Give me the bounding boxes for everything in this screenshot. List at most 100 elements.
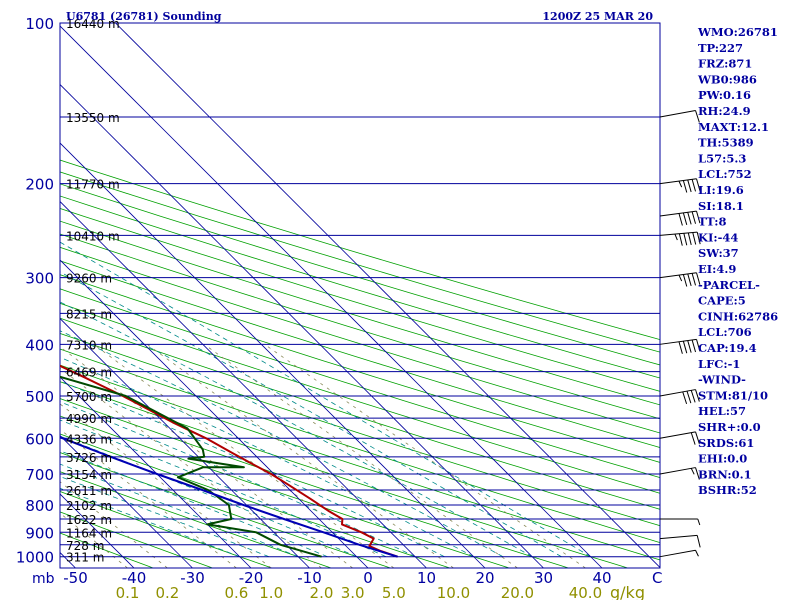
mixing-ratio-tick-label: 0.2 (155, 584, 179, 600)
moist-adiabat-line (60, 435, 357, 558)
height-label: 9260 m (66, 272, 112, 286)
wind-barb-staff (659, 231, 698, 236)
dry-adiabat-line (60, 183, 660, 366)
mixing-ratio-tick-label: 0.6 (224, 584, 248, 600)
mixing-ratio-tick-label: 10.0 (437, 584, 470, 600)
wind-barb-flag (690, 390, 696, 403)
mixing-ratio-line (203, 343, 518, 568)
isotherm-line (115, 23, 660, 568)
wind-barb-flag (687, 273, 692, 287)
isotherm-line (60, 434, 193, 568)
index-item: CAP:19.4 (698, 341, 757, 355)
temperature-tick-label: 20 (475, 569, 494, 587)
moist-adiabat-line (60, 476, 270, 558)
temperature-tick-label: -50 (63, 569, 88, 587)
mixing-ratio-tick-label: 5.0 (382, 584, 406, 600)
wind-barb-flag (692, 232, 697, 245)
wind-barb-flag (696, 535, 701, 548)
dry-adiabat-line (60, 220, 660, 406)
wind-barb (659, 210, 701, 226)
wind-barb-flag (696, 178, 701, 191)
index-item: TH:5389 (698, 136, 754, 150)
pressure-tick-label: 700 (25, 466, 54, 484)
wind-barb-flag (686, 390, 692, 404)
temperature-tick-label: 40 (592, 569, 611, 587)
wind-barb-flag (691, 211, 697, 224)
index-item: SRDS:61 (698, 436, 754, 450)
temperature-tick-label: -10 (297, 569, 322, 587)
height-label: 13550 m (66, 111, 120, 125)
temperature-tick-label: -40 (122, 569, 147, 587)
pressure-tick-label: 1000 (16, 549, 54, 567)
wind-barb-flag (674, 233, 678, 241)
wind-barb-flag (695, 431, 700, 444)
height-label: 1164 m (66, 526, 112, 540)
wind-barb-flag (678, 233, 683, 246)
height-label: 3154 m (66, 468, 112, 482)
moist-adiabat-line (60, 380, 445, 558)
dry-adiabat-line (60, 302, 660, 494)
dry-adiabat-line (60, 364, 660, 561)
plot-frame (59, 22, 661, 569)
index-item: FRZ:871 (698, 57, 752, 71)
index-item: LI:19.6 (698, 183, 744, 197)
dry-adiabat-line (60, 233, 660, 420)
wind-barb-flag (696, 272, 701, 285)
index-item: BSHR:52 (698, 483, 757, 497)
pressure-tick-label: 600 (25, 430, 54, 448)
dry-adiabat-line (60, 471, 332, 568)
index-item: RH:24.9 (698, 104, 751, 118)
height-label: 16440 m (66, 17, 120, 31)
dry-adiabat-line (60, 398, 569, 568)
index-item: LFC:-1 (698, 357, 740, 371)
moist-adiabat-line (60, 241, 591, 558)
index-item: STM:81/10 (698, 388, 768, 402)
mixing-ratio-unit-label: g/kg (610, 583, 645, 600)
wind-barb-staff (659, 178, 697, 185)
wind-barb-staff (659, 272, 697, 279)
height-label: 6469 m (66, 366, 112, 380)
wind-barb (659, 431, 700, 445)
pressure-tick-label: 400 (25, 336, 54, 354)
dewpoint-line (60, 375, 322, 558)
dry-adiabat-line (60, 159, 660, 341)
wind-barb-flag (695, 550, 699, 557)
wind-barb-staff (659, 110, 696, 118)
wind-barb-staff (659, 467, 696, 475)
wind-barb (659, 467, 700, 480)
temperature-tick-label: 10 (417, 569, 436, 587)
wind-barb-flag (678, 213, 683, 226)
moist-adiabat-line (60, 487, 240, 558)
wind-barb-flag (687, 340, 692, 353)
mixing-ratio-tick-label: 3.0 (341, 584, 365, 600)
wind-barb-staff (659, 431, 696, 439)
valid-time: 1200Z 25 MAR 20 (542, 10, 653, 23)
height-label: 1622 m (66, 513, 112, 527)
index-item: WMO:26781 (697, 25, 778, 39)
wind-barb-flag (682, 180, 688, 193)
temperature-tick-label: 30 (534, 569, 553, 587)
wind-barb-flag (695, 389, 700, 402)
index-item: SHR+:0.0 (698, 420, 761, 434)
dry-adiabat-line (60, 317, 660, 510)
wind-barb-flag (690, 432, 696, 445)
index-item: PW:0.16 (698, 88, 751, 102)
isotherm-line (60, 551, 76, 568)
wind-barb (660, 518, 701, 526)
dry-adiabat-line (60, 452, 391, 568)
index-item: LCL:752 (698, 167, 752, 181)
isotherm-line (60, 317, 310, 568)
index-item: EI:4.9 (698, 262, 736, 276)
height-label: 3726 m (66, 451, 112, 465)
dry-adiabat-line (60, 433, 450, 568)
isotherm-line (60, 142, 486, 568)
index-item: L57:5.3 (698, 151, 746, 165)
wind-barb-flag (678, 180, 683, 188)
pressure-unit-label: mb (32, 571, 55, 587)
wind-barb-staff (659, 389, 696, 397)
wind-barb-flag (682, 391, 688, 405)
wind-barb-flag (691, 339, 697, 353)
isotherm-line (0, 23, 17, 568)
